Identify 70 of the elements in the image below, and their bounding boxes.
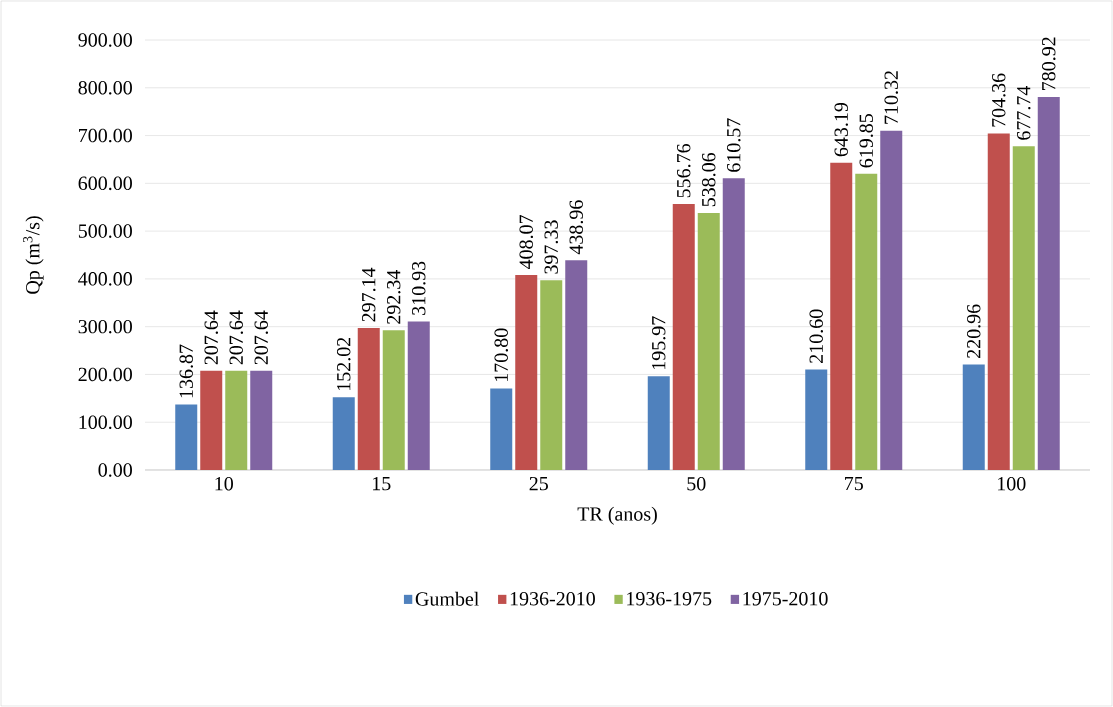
bar [565, 260, 588, 470]
bar [805, 369, 828, 470]
legend-label: Gumbel [415, 591, 479, 606]
data-label: 195.97 [652, 316, 666, 370]
bar [540, 280, 563, 470]
data-label: 556.76 [677, 143, 691, 198]
data-label: 220.96 [966, 304, 981, 358]
legend-label: 1936-2010 [510, 591, 595, 606]
y-tick-label: 100.00 [79, 415, 132, 430]
y-tick-label: 800.00 [78, 81, 132, 95]
bar [697, 212, 720, 470]
data-label: 136.87 [179, 344, 194, 398]
x-tick-label: 50 [687, 476, 706, 491]
x-tick-label: 25 [529, 476, 548, 491]
y-tick-label: 200.00 [78, 367, 132, 382]
x-axis-title: TR (anos) [577, 506, 657, 525]
data-label: 677.74 [1017, 85, 1031, 140]
y-tick-label: 600.00 [78, 176, 132, 191]
data-label: 704.36 [991, 73, 1006, 127]
data-label: 292.34 [386, 270, 401, 324]
y-tick-label: 500.00 [78, 224, 132, 238]
data-label: 538.06 [701, 152, 716, 207]
bar [855, 173, 878, 470]
legend-label: 1936-1975 [627, 592, 712, 606]
data-label: 207.64 [254, 310, 269, 365]
y-tick-label: 0.00 [98, 463, 132, 477]
bar [175, 404, 198, 470]
data-label: 408.07 [519, 215, 534, 270]
bar [1012, 146, 1035, 470]
x-tick-label: 75 [845, 476, 863, 491]
data-label: 297.14 [361, 267, 376, 322]
bar [200, 370, 223, 470]
bar [962, 364, 985, 470]
bar [225, 370, 248, 470]
bar [1037, 96, 1060, 470]
bar [332, 397, 355, 470]
bar [672, 204, 695, 470]
bar [382, 330, 405, 470]
data-label: 619.85 [859, 114, 874, 168]
data-label: 643.19 [834, 102, 849, 157]
x-tick-label: 100 [998, 476, 1026, 491]
data-label: 780.92 [1041, 37, 1056, 90]
data-label: 438.96 [569, 200, 584, 255]
data-label: 310.93 [411, 261, 426, 315]
bar [830, 162, 853, 470]
bar [515, 275, 538, 470]
y-axis-title: Qp (m$^{3}$/s) [23, 216, 44, 294]
bar [647, 376, 670, 470]
bar [250, 370, 273, 470]
bar [357, 328, 380, 470]
bar [407, 321, 430, 470]
data-label: 152.02 [336, 337, 351, 391]
data-label: 610.57 [726, 118, 741, 172]
bar [722, 178, 745, 470]
y-tick-label: 700.00 [79, 128, 132, 143]
x-tick-label: 15 [373, 476, 391, 491]
bar [490, 388, 513, 470]
data-label: 207.64 [204, 310, 219, 365]
data-label: 397.33 [544, 220, 559, 274]
data-label: 710.32 [884, 71, 899, 124]
bar [987, 133, 1010, 470]
y-tick-label: 400.00 [78, 272, 132, 286]
data-label: 207.64 [229, 310, 244, 365]
y-tick-label: 900.00 [78, 33, 132, 47]
data-label: 170.80 [494, 328, 509, 382]
x-tick-label: 10 [215, 476, 233, 491]
bar [880, 130, 903, 470]
data-label: 210.60 [809, 309, 824, 363]
y-tick-label: 300.00 [78, 319, 132, 334]
legend-label: 1975-2010 [743, 591, 828, 606]
